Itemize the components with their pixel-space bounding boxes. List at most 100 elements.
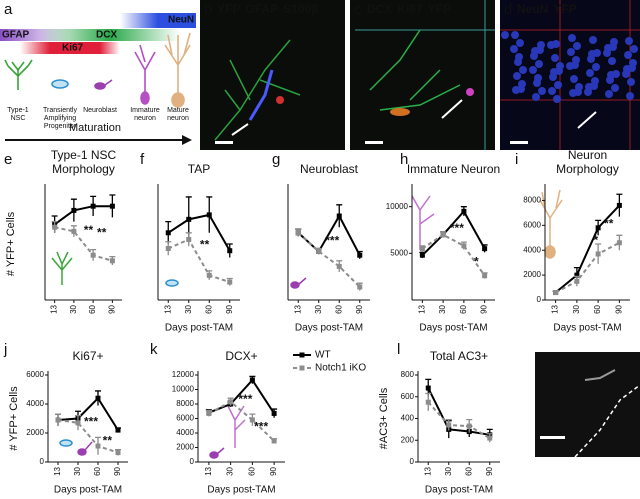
chart-title: DCX+ — [225, 349, 257, 363]
marker — [425, 399, 431, 405]
nucleus — [538, 87, 546, 95]
x-tick-label: 60 — [88, 304, 97, 313]
cell-label: Progenitor — [44, 123, 77, 130]
cell-label: Neuroblast — [83, 107, 117, 114]
marker-label: DCX — [96, 30, 117, 41]
micrograph-b — [200, 0, 345, 150]
series-line — [208, 400, 275, 442]
x-tick-label: 13 — [293, 304, 302, 313]
marker — [357, 252, 363, 258]
nucleus — [547, 41, 555, 49]
marker — [461, 243, 467, 249]
cell-label: neuron — [167, 115, 189, 122]
marker — [574, 278, 580, 284]
nucleus — [630, 45, 638, 53]
x-axis-label: Days post-TAM — [419, 323, 487, 334]
x-tick-label: 90 — [269, 466, 278, 475]
x-tick-label: 13 — [417, 304, 426, 313]
chart-title: Total AC3+ — [430, 349, 488, 363]
y-tick-label: 0 — [537, 295, 542, 304]
y-axis-label: # YFP+ Cells — [5, 211, 17, 276]
marker — [425, 385, 431, 391]
marker — [466, 423, 472, 429]
significance: *** — [325, 233, 339, 247]
nucleus — [570, 75, 578, 83]
y-tick-label: 4000 — [26, 399, 44, 408]
marker — [186, 237, 192, 243]
y-tick-label: 4000 — [176, 428, 194, 437]
nucleus — [566, 62, 574, 70]
marker — [553, 290, 559, 296]
y-tick-label: 2000 — [26, 428, 44, 437]
x-tick-label: 13 — [551, 304, 560, 313]
cell-label: Transiently — [43, 107, 77, 114]
nucleus — [586, 69, 594, 77]
stain-label: Ki67 — [397, 2, 423, 16]
x-tick-label: 30 — [226, 466, 235, 475]
series-line — [167, 238, 231, 284]
nucleus — [606, 76, 614, 84]
panel-label: j — [3, 341, 7, 358]
y-axis-label: # YFP+ Cells — [8, 386, 20, 451]
marker — [95, 395, 101, 401]
y-tick-label: 8000 — [523, 196, 541, 205]
x-tick-label: 30 — [184, 304, 193, 313]
marker-label: Ki67 — [62, 43, 84, 54]
marker — [249, 417, 255, 423]
marker — [75, 420, 81, 426]
marker — [482, 246, 488, 252]
y-tick-label: 10000 — [172, 385, 195, 394]
marker — [336, 213, 342, 219]
marker — [316, 248, 322, 254]
micrograph-c — [350, 0, 495, 150]
significance: *** — [84, 414, 98, 428]
marker — [165, 230, 171, 236]
nucleus — [532, 93, 540, 101]
chart-title: TAP — [188, 162, 210, 176]
nucleus — [624, 51, 632, 59]
marker — [90, 203, 96, 209]
y-tick-label: 600 — [401, 392, 415, 401]
marker — [115, 427, 121, 433]
marker — [109, 258, 115, 264]
y-tick-label: 200 — [401, 435, 415, 444]
marker — [595, 251, 601, 257]
marker — [295, 230, 301, 236]
x-axis-label: Days post-TAM — [295, 323, 363, 334]
nucleus — [516, 39, 524, 47]
nucleus — [573, 42, 581, 50]
nucleus — [608, 57, 616, 65]
y-tick-label: 0 — [410, 457, 415, 466]
nucleus — [605, 90, 613, 98]
significance: * — [593, 233, 598, 247]
series-line — [208, 378, 275, 414]
y-tick-label: 6000 — [26, 370, 44, 379]
y-tick-label: 5000 — [390, 248, 408, 257]
y-tick-label: 2000 — [176, 443, 194, 452]
x-tick-label: 90 — [614, 304, 623, 313]
x-tick-label: 13 — [50, 304, 59, 313]
x-tick-label: 30 — [444, 466, 453, 475]
series-line — [427, 401, 491, 439]
ki67-bar — [20, 42, 120, 54]
x-tick-label: 30 — [572, 304, 581, 313]
marker — [71, 207, 77, 213]
marker — [487, 435, 493, 441]
panel-label: h — [400, 151, 408, 168]
y-tick-label: 0 — [190, 457, 195, 466]
significance: ** — [97, 226, 107, 240]
x-axis-label: Days post-TAM — [165, 323, 233, 334]
y-tick-label: 400 — [401, 414, 415, 423]
nucleus — [533, 79, 541, 87]
nucleus — [513, 72, 521, 80]
x-tick-label: 30 — [69, 304, 78, 313]
marker — [71, 228, 77, 234]
nucleus — [551, 54, 559, 62]
nucleus — [549, 73, 557, 81]
chart-title: Morphology — [556, 162, 619, 176]
cell-label: NSC — [11, 115, 26, 122]
significance: *** — [450, 221, 464, 235]
chart-title: Type-1 NSC — [51, 148, 117, 162]
x-tick-label: 60 — [334, 304, 343, 313]
nucleus — [589, 36, 597, 44]
